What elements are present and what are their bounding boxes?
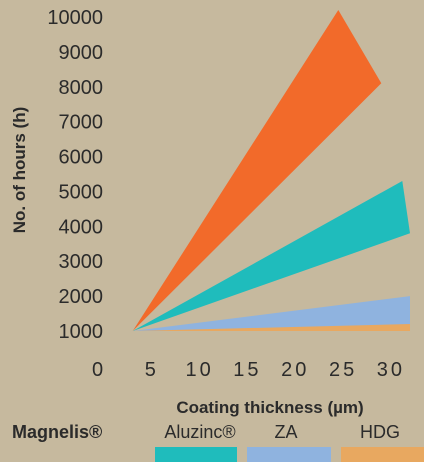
y-tick-label-5000: 5000 <box>59 181 104 203</box>
y-tick-label-4000: 4000 <box>59 216 104 238</box>
legend-label-hdg: HDG <box>360 422 400 442</box>
series-area-hdg <box>132 324 410 331</box>
x-tick-label-5: 5 <box>145 359 159 381</box>
y-tick-label-2000: 2000 <box>59 286 104 308</box>
x-axis-origin-label: 0 <box>92 359 103 381</box>
x-tick-label-15: 15 <box>233 359 261 381</box>
y-tick-label-10000: 10000 <box>47 7 103 29</box>
y-tick-label-7000: 7000 <box>59 112 104 134</box>
legend-label-aluzinc-: Aluzinc® <box>164 422 235 442</box>
legend-label-magnelis-: Magnelis® <box>12 422 102 442</box>
x-tick-label-10: 10 <box>185 359 213 381</box>
y-tick-label-1000: 1000 <box>59 321 104 343</box>
x-tick-label-30: 30 <box>377 359 405 381</box>
y-tick-label-8000: 8000 <box>59 77 104 99</box>
legend-swatch-aluzinc- <box>155 447 237 462</box>
legend-swatch-hdg <box>341 447 424 462</box>
series-area-aluzinc- <box>132 181 410 331</box>
y-axis-ticks: 1000 2000 3000 4000 5000 6000 7000 8000 9000 1000… <box>47 7 103 343</box>
y-tick-label-3000: 3000 <box>59 251 104 273</box>
y-tick-label-9000: 9000 <box>59 42 104 64</box>
x-tick-label-25: 25 <box>329 359 357 381</box>
x-tick-label-20: 20 <box>281 359 309 381</box>
y-tick-label-6000: 6000 <box>59 147 104 169</box>
legend: Magnelis® Aluzinc® ZA HDG <box>12 422 424 462</box>
legend-label-za: ZA <box>274 422 297 442</box>
series-area-za <box>132 296 410 331</box>
y-axis-title: No. of hours (h) <box>10 107 29 234</box>
legend-swatch-za <box>247 447 331 462</box>
x-axis-ticks: 5 10 15 20 25 30 <box>145 359 405 381</box>
series-area-magnelis- <box>132 10 382 331</box>
chart-areas <box>132 10 410 331</box>
x-axis-title: Coating thickness (µm) <box>176 398 363 417</box>
